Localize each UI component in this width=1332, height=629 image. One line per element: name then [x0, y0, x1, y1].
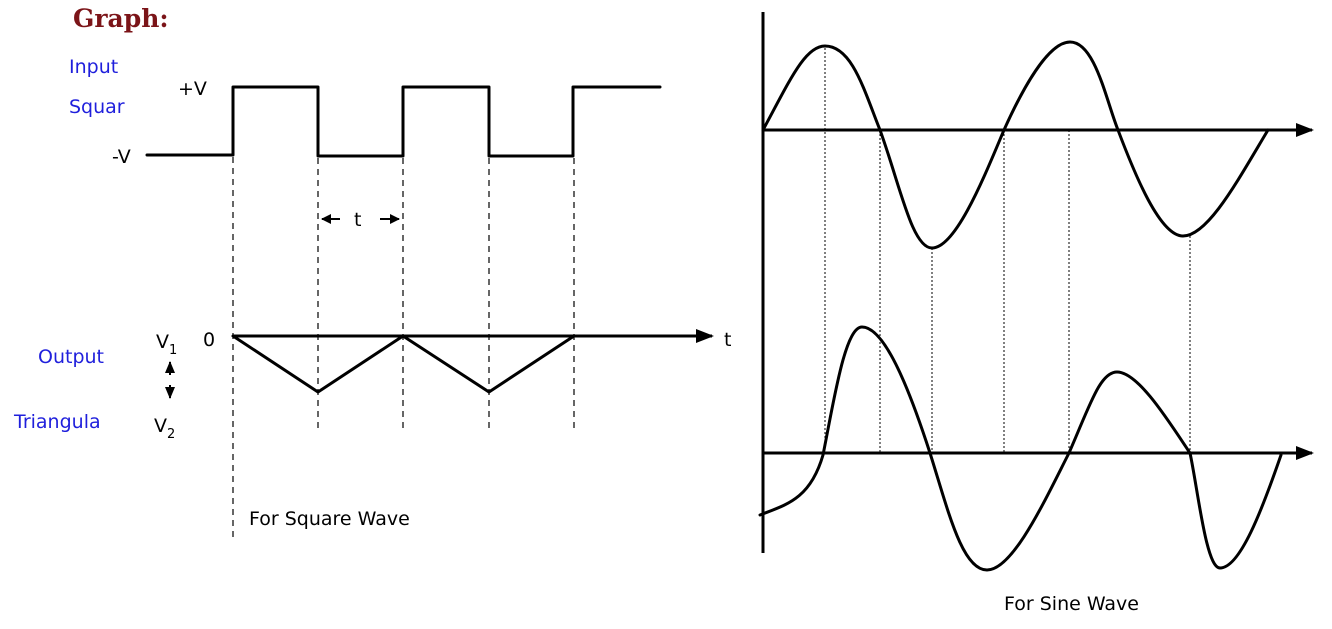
- output-sine-wave: [758, 325, 1283, 572]
- input-sine-wave: [761, 40, 1270, 250]
- sine-wave-panel: For Sine Wave: [758, 12, 1314, 615]
- sine-wave-caption: For Sine Wave: [1004, 593, 1139, 615]
- minus-v-label: -V: [112, 146, 131, 168]
- plus-v-label: +V: [178, 78, 207, 100]
- v1-label: V1: [156, 331, 177, 358]
- square-wave-panel: Input Squar +V -V t Output Triangula V1 …: [13, 56, 731, 540]
- zero-label: 0: [203, 329, 215, 351]
- time-axis-label: t: [724, 329, 731, 351]
- output-triangular-wave: [231, 334, 576, 394]
- period-label: t: [354, 209, 361, 231]
- v2-label: V2: [154, 415, 175, 442]
- square-wave-caption: For Square Wave: [249, 508, 410, 530]
- output-label: Output: [38, 346, 104, 368]
- graph-title: Graph:: [73, 4, 169, 33]
- input-label-line1: Input: [69, 56, 118, 78]
- input-square-wave: [145, 85, 662, 158]
- triangle-label: Triangula: [13, 411, 101, 433]
- input-label-line2: Squar: [69, 96, 125, 118]
